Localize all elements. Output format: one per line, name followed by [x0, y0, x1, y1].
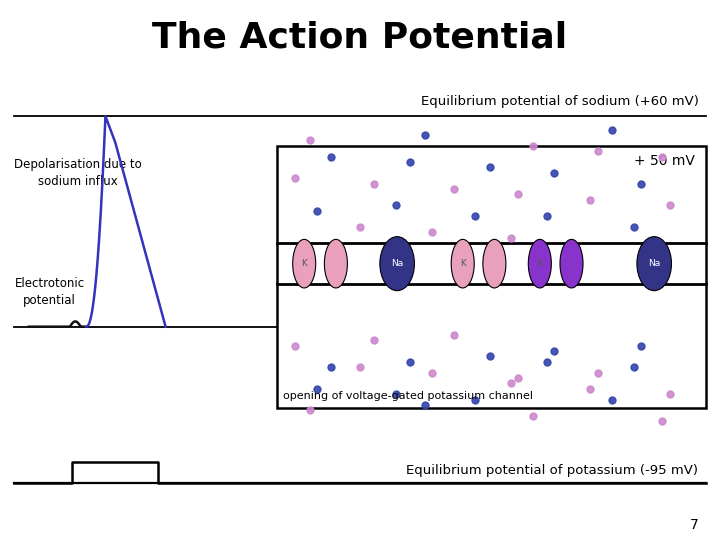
Text: Equilibrium potential of potassium (-95 mV): Equilibrium potential of potassium (-95 … [406, 464, 698, 477]
Ellipse shape [292, 239, 316, 288]
Text: Equilibrium potential of sodium (+60 mV): Equilibrium potential of sodium (+60 mV) [420, 95, 698, 108]
Ellipse shape [483, 239, 506, 288]
Ellipse shape [324, 239, 347, 288]
Bar [277, 146, 706, 408]
Ellipse shape [528, 239, 552, 288]
Text: The Action Potential: The Action Potential [153, 21, 567, 55]
Text: 7: 7 [690, 518, 698, 532]
Text: Na: Na [391, 259, 403, 268]
Text: Depolarisation due to
sodium influx: Depolarisation due to sodium influx [14, 158, 142, 188]
Ellipse shape [637, 237, 672, 291]
Text: Electrotonic
potential: Electrotonic potential [14, 276, 84, 307]
Text: Resting potential (-75 mV): Resting potential (-75 mV) [523, 307, 698, 320]
Text: + 50 mV: + 50 mV [634, 154, 695, 168]
Text: K: K [537, 259, 543, 268]
Text: K: K [460, 259, 466, 268]
Text: opening of voltage-gated potassium channel: opening of voltage-gated potassium chann… [283, 391, 533, 401]
Text: Na: Na [648, 259, 660, 268]
Text: K: K [301, 259, 307, 268]
Ellipse shape [560, 239, 583, 288]
Ellipse shape [380, 237, 415, 291]
Ellipse shape [451, 239, 474, 288]
